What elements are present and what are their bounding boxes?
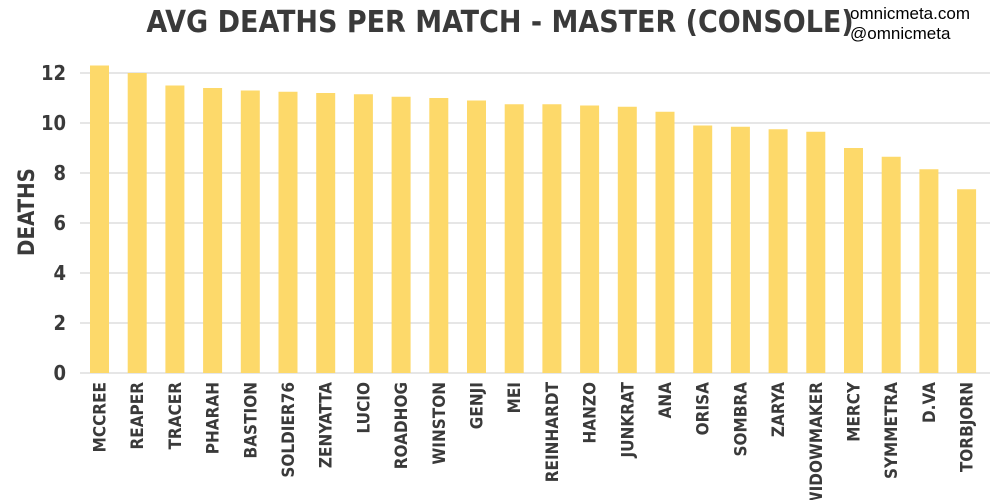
bar-zarya (768, 129, 788, 373)
y-axis-ticks: 0 2 4 6 8 10 12 (41, 61, 66, 385)
credit-block: omnicmeta.com @omnicmeta (850, 4, 970, 44)
bar-roadhog (391, 96, 411, 373)
x-tick-label: BASTION (241, 382, 261, 458)
x-tick-label: ZARYA (769, 382, 789, 437)
bar-sombra (730, 126, 750, 373)
x-tick-label: SYMMETRA (882, 382, 902, 479)
y-axis-label: DEATHS (15, 168, 40, 256)
bars (90, 65, 977, 373)
x-tick-label: LUCIO (354, 382, 374, 433)
bar-genji (467, 100, 486, 373)
bar-widowmaker (806, 131, 826, 373)
x-tick-label: REAPER (128, 382, 148, 450)
y-tick-label: 2 (53, 311, 66, 335)
bar-dva (919, 169, 939, 373)
x-axis-labels: MCCREE REAPER TRACER PHARAH BASTION SOLDIER76… (91, 381, 978, 500)
bar-mccree (90, 65, 109, 373)
bar-zenyatta (316, 93, 336, 373)
bar-mercy (844, 148, 863, 373)
x-tick-label: JUNKRAT (618, 381, 638, 458)
x-tick-label: ORISA (694, 382, 714, 435)
chart-title: AVG DEATHS PER MATCH - MASTER (CONSOLE) (146, 5, 853, 40)
bar-lucio (353, 94, 373, 373)
x-tick-label: ROADHOG (392, 382, 412, 469)
bar-symmetra (881, 156, 901, 373)
y-tick-label: 4 (53, 261, 66, 285)
y-tick-label: 0 (53, 361, 66, 385)
bar-reinhardt (542, 104, 562, 373)
x-tick-label: D.VA (920, 382, 940, 423)
x-tick-label: ZENYATTA (317, 382, 337, 468)
x-tick-label: TORBJORN (958, 382, 978, 472)
x-tick-label: HANZO (581, 382, 601, 444)
bar-winston (429, 98, 449, 373)
x-tick-label: SOLDIER76 (279, 382, 299, 478)
x-tick-label: WINSTON (430, 382, 450, 465)
bar-torbjorn (957, 189, 977, 373)
x-tick-label: GENJI (468, 382, 488, 429)
x-tick-label: SOMBRA (731, 382, 751, 457)
bar-junkrat (617, 106, 637, 373)
x-tick-label: MCCREE (91, 382, 111, 452)
x-tick-label: MERCY (845, 381, 865, 442)
bar-orisa (693, 125, 713, 373)
x-tick-label: REINHARDT (543, 381, 563, 482)
bar-reaper (127, 73, 147, 373)
bar-ana (655, 111, 675, 373)
x-tick-label: PHARAH (204, 382, 224, 454)
credit-website: omnicmeta.com (850, 4, 970, 23)
x-tick-label: TRACER (166, 382, 186, 450)
bar-pharah (203, 88, 223, 373)
credit-handle: @omnicmeta (850, 24, 951, 43)
bar-mei (504, 104, 524, 373)
bar-tracer (165, 85, 185, 373)
y-tick-label: 10 (41, 111, 66, 135)
y-tick-label: 12 (41, 61, 66, 85)
bar-bastion (240, 90, 260, 373)
y-tick-label: 6 (53, 211, 66, 235)
x-tick-label: WIDOWMAKER (807, 382, 827, 500)
y-tick-label: 8 (53, 161, 66, 185)
bar-soldier76 (278, 91, 298, 373)
x-tick-label: ANA (656, 382, 676, 419)
bar-hanzo (580, 105, 600, 373)
gridlines (80, 72, 990, 374)
x-tick-label: MEI (505, 382, 525, 413)
